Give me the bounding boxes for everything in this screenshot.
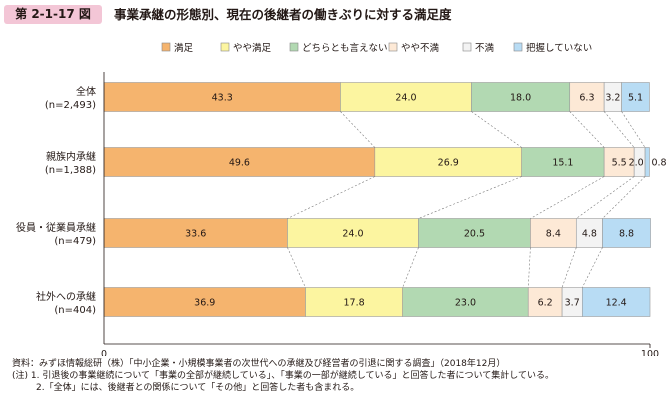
footnote-1: (注) 1. 引退後の事業継続について「事業の全部が継続している」、「事業の一部… <box>12 371 554 381</box>
value-label-1-2: 24.0 <box>395 93 416 104</box>
value-label-2-4: 5.5 <box>612 158 627 169</box>
bar-segment-2-3 <box>521 147 605 177</box>
legend-swatch-1 <box>161 42 171 52</box>
footnote-2: 2.「全体」には、後継者との関係について「その他」と回答した者も含まれる。 <box>36 383 360 393</box>
value-label-1-5: 3.2 <box>605 93 620 104</box>
figure-header: 第 2-1-17 図 事業承継の形態別、現在の後継者の働きぶりに対する満足度 <box>0 0 668 28</box>
bar-segment-4-1 <box>103 287 306 317</box>
legend-label-5: 不満 <box>475 43 495 54</box>
bar-segment-2-2 <box>374 147 522 177</box>
bar-segment-1-3 <box>471 82 571 112</box>
category-n-1: (n=2,493) <box>45 100 96 111</box>
value-label-3-6: 8.8 <box>619 229 634 240</box>
source-note: 資料：みずほ情報総研（株）「中小企業・小規模事業者の次世代への承継及び経営者の引… <box>12 359 506 369</box>
legend-label-4: やや不満 <box>401 43 440 54</box>
bar-segment-1-6 <box>621 82 650 112</box>
bar-segment-3-3 <box>418 218 531 248</box>
bar-segment-2-1 <box>103 147 376 177</box>
value-label-2-1: 49.6 <box>229 158 250 169</box>
connector-line-3-3 <box>527 247 531 288</box>
connector-line-1-3 <box>569 111 605 148</box>
connector-line-3-4 <box>561 247 577 288</box>
bar-segment-3-5 <box>575 218 603 248</box>
value-label-4-6: 12.4 <box>606 298 627 309</box>
category-n-4: (n=404) <box>54 305 96 316</box>
connector-line-2-3 <box>530 176 605 219</box>
value-label-4-5: 3.7 <box>565 298 580 309</box>
value-label-4-2: 17.8 <box>343 298 364 309</box>
category-label-2: 親族内承継 <box>46 150 96 163</box>
connector-line-1-1 <box>340 111 376 148</box>
value-label-1-1: 43.3 <box>212 93 233 104</box>
value-label-4-4: 6.2 <box>538 298 553 309</box>
value-label-3-3: 20.5 <box>464 229 485 240</box>
value-label-1-3: 18.0 <box>510 93 531 104</box>
legend-label-6: 把握していない <box>526 42 592 54</box>
x-tick-label-100: 100 <box>641 349 659 356</box>
value-label-2-3: 15.1 <box>552 158 573 169</box>
value-label-4-1: 36.9 <box>194 298 215 309</box>
bar-segment-3-6 <box>602 218 651 248</box>
legend-swatch-5 <box>462 42 472 52</box>
bar-segment-1-2 <box>340 82 472 112</box>
bar-segment-4-3 <box>402 287 529 317</box>
connector-line-1-4 <box>603 111 635 148</box>
legend-swatch-6 <box>513 42 523 52</box>
category-n-2: (n=1,388) <box>45 165 96 176</box>
connector-line-3-1 <box>287 247 306 288</box>
value-label-2-5: 2.0 <box>629 158 644 169</box>
connector-line-2-5 <box>602 176 646 219</box>
bar-segment-2-6 <box>644 147 650 177</box>
notes-block: 資料：みずほ情報総研（株）「中小企業・小規模事業者の次世代への承継及び経営者の引… <box>12 358 554 394</box>
connector-line-2-1 <box>287 176 375 219</box>
connector-line-3-2 <box>402 247 419 288</box>
value-label-3-2: 24.0 <box>342 229 363 240</box>
legend-swatch-4 <box>388 42 398 52</box>
connector-line-3-5 <box>582 247 603 288</box>
connector-line-1-5 <box>621 111 646 148</box>
x-tick-label-0: 0 <box>101 349 107 356</box>
category-label-4: 社外への承継 <box>36 290 96 303</box>
value-label-2-6: 0.8 <box>651 158 666 169</box>
category-label-1: 全体 <box>76 85 96 98</box>
value-label-1-6: 5.1 <box>628 93 643 104</box>
legend-swatch-3 <box>289 42 299 52</box>
bar-segment-1-1 <box>103 82 341 112</box>
category-label-3: 役員・従業員承継 <box>16 221 96 234</box>
bar-segment-3-2 <box>287 218 419 248</box>
value-label-2-2: 26.9 <box>438 158 459 169</box>
value-label-3-4: 8.4 <box>546 229 561 240</box>
connector-line-2-2 <box>418 176 522 219</box>
legend-label-2: やや満足 <box>233 43 272 54</box>
bar-segment-4-6 <box>581 287 651 317</box>
bar-segment-4-4 <box>527 287 563 317</box>
figure-number: 第 2-1-17 図 <box>4 5 102 24</box>
bar-segment-2-4 <box>603 147 635 177</box>
legend-label-1: 満足 <box>174 43 194 54</box>
bar-segment-4-2 <box>305 287 403 317</box>
value-label-4-3: 23.0 <box>455 298 476 309</box>
figure-title: 事業承継の形態別、現在の後継者の働きぶりに対する満足度 <box>114 7 452 22</box>
value-label-3-5: 4.8 <box>582 229 597 240</box>
legend-swatch-2 <box>220 42 230 52</box>
value-label-1-4: 6.3 <box>579 93 594 104</box>
connector-line-2-4 <box>576 176 635 219</box>
connector-line-1-2 <box>471 111 522 148</box>
category-n-3: (n=479) <box>54 236 96 247</box>
legend-label-3: どちらとも言えない <box>302 42 388 54</box>
value-label-3-1: 33.6 <box>185 229 206 240</box>
